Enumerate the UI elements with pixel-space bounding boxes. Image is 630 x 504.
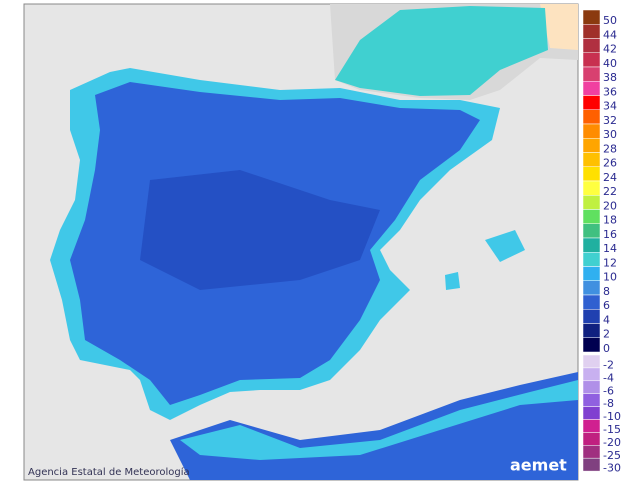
sea-warm bbox=[335, 6, 548, 96]
legend-label: 32 bbox=[603, 114, 617, 127]
legend-label: 28 bbox=[603, 142, 617, 155]
legend-label: 8 bbox=[603, 285, 610, 298]
legend-swatch bbox=[582, 123, 601, 139]
legend-label: -20 bbox=[603, 436, 621, 449]
legend-label: 16 bbox=[603, 228, 617, 241]
legend-swatch bbox=[582, 309, 601, 324]
legend-swatch bbox=[582, 95, 601, 110]
legend-label: -2 bbox=[603, 358, 614, 371]
legend-swatch bbox=[582, 152, 601, 167]
legend-label: -30 bbox=[603, 462, 621, 475]
legend-label: 30 bbox=[603, 128, 617, 141]
legend-swatch bbox=[582, 223, 601, 239]
legend-label: 22 bbox=[603, 185, 617, 198]
legend-swatch bbox=[582, 252, 601, 267]
legend-swatch bbox=[582, 337, 601, 353]
legend-label: 18 bbox=[603, 214, 617, 227]
legend-swatch bbox=[582, 138, 601, 153]
legend-swatch bbox=[582, 266, 601, 281]
legend-swatch bbox=[582, 294, 601, 310]
legend-label: 26 bbox=[603, 157, 617, 170]
legend-label: 12 bbox=[603, 256, 617, 269]
legend-swatch bbox=[582, 354, 601, 369]
legend-label: 34 bbox=[603, 100, 617, 113]
legend-label: -25 bbox=[603, 449, 621, 462]
credit: Agencia Estatal de Meteorología bbox=[28, 466, 190, 478]
africa-coast bbox=[180, 380, 578, 460]
legend-swatch bbox=[582, 237, 601, 253]
legend-label: 40 bbox=[603, 57, 617, 70]
legend-swatch bbox=[582, 367, 601, 382]
legend-label: 24 bbox=[603, 171, 617, 184]
legend-label: 38 bbox=[603, 71, 617, 84]
legend-swatch bbox=[582, 323, 601, 338]
legend-label: -15 bbox=[603, 423, 621, 436]
legend-swatch bbox=[582, 380, 601, 394]
legend-swatch bbox=[582, 52, 601, 68]
warm-area bbox=[540, 4, 578, 50]
legend-swatch bbox=[582, 109, 601, 125]
legend-label: -6 bbox=[603, 384, 614, 397]
legend-label: 50 bbox=[603, 14, 617, 27]
legend-swatch bbox=[582, 406, 601, 420]
legend: 5044424038363432302826242220181614121086… bbox=[582, 9, 621, 475]
legend-swatch bbox=[582, 166, 601, 182]
legend-label: -4 bbox=[603, 371, 614, 384]
legend-label: 20 bbox=[603, 199, 617, 212]
legend-label: 2 bbox=[603, 328, 610, 341]
interior bbox=[140, 170, 380, 290]
legend-swatch bbox=[582, 81, 601, 96]
legend-label: 44 bbox=[603, 28, 617, 41]
island bbox=[445, 272, 460, 290]
legend-swatch bbox=[582, 280, 601, 296]
legend-label: 42 bbox=[603, 43, 617, 56]
legend-label: -10 bbox=[603, 410, 621, 423]
legend-swatch bbox=[582, 24, 601, 39]
legend-label: 4 bbox=[603, 313, 610, 326]
legend-label: -8 bbox=[603, 397, 614, 410]
legend-swatch bbox=[582, 419, 601, 433]
logo: aemet bbox=[510, 456, 567, 475]
legend-label: 10 bbox=[603, 271, 617, 284]
legend-swatch bbox=[582, 9, 601, 25]
legend-swatch bbox=[582, 209, 601, 224]
legend-swatch bbox=[582, 180, 601, 196]
legend-swatch bbox=[582, 195, 601, 210]
legend-swatch bbox=[582, 66, 601, 82]
legend-swatch bbox=[582, 445, 601, 459]
legend-label: 0 bbox=[603, 342, 610, 355]
legend-swatch bbox=[582, 393, 601, 407]
island bbox=[485, 230, 525, 262]
legend-label: 6 bbox=[603, 299, 610, 312]
legend-label: 36 bbox=[603, 85, 617, 98]
legend-swatch bbox=[582, 38, 601, 53]
legend-swatch bbox=[582, 457, 601, 472]
legend-label: 14 bbox=[603, 242, 617, 255]
legend-swatch bbox=[582, 432, 601, 446]
